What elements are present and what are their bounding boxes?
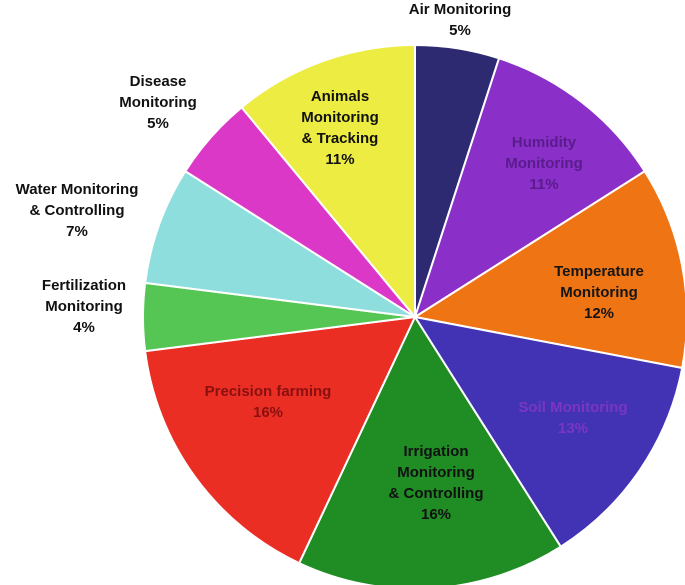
pie-slice-water-monitoring-and-controlling bbox=[144, 169, 416, 318]
pie-slice-animals-monitoring-and-tracking bbox=[240, 43, 416, 320]
pie-slice-humidity-monitoring bbox=[413, 57, 647, 320]
slice-label-air-monitoring: Air Monitoring 5% bbox=[409, 1, 511, 39]
slice-label-fertilization-monitoring: Fertilization Monitoring 4% bbox=[42, 277, 126, 336]
slice-label-humidity-monitoring: Humidity Monitoring 11% bbox=[505, 134, 582, 193]
pie-slice-irrigation-monitoring-and-controlling bbox=[297, 314, 563, 585]
slice-label-temperature-monitoring: Temperature Monitoring 12% bbox=[554, 263, 644, 322]
pie-slice-precision-farming bbox=[144, 315, 417, 565]
slice-label-precision-farming: Precision farming 16% bbox=[205, 383, 332, 421]
pie-slice-soil-monitoring bbox=[412, 315, 684, 549]
slice-label-soil-monitoring: Soil Monitoring 13% bbox=[518, 399, 627, 437]
slice-label-irrigation-monitoring-and-controlling: Irrigation Monitoring & Controlling 16% bbox=[389, 443, 484, 523]
slice-label-disease-monitoring: Disease Monitoring 5% bbox=[119, 73, 196, 132]
slice-label-animals-monitoring-and-tracking: Animals Monitoring & Tracking 11% bbox=[301, 88, 378, 168]
slice-label-water-monitoring-and-controlling: Water Monitoring & Controlling 7% bbox=[16, 181, 139, 240]
pie-slices bbox=[142, 43, 685, 585]
pie-labels: Air Monitoring 5% Humidity Monitoring 11% Tem… bbox=[16, 1, 644, 523]
